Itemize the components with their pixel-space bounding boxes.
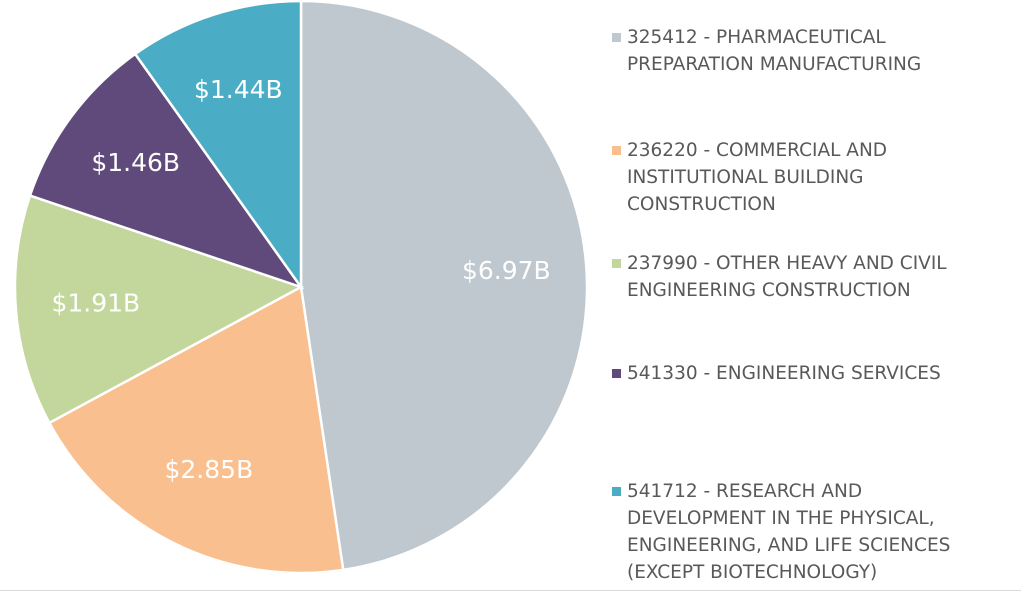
pie-slice [47, 285, 345, 575]
legend-label: 541330 - ENGINEERING SERVICES [627, 363, 941, 384]
legend-label: 237990 - OTHER HEAVY AND CIVIL ENGINEERI… [627, 253, 947, 301]
slice-label: $2.85B [165, 455, 254, 484]
legend-label: 541712 - RESEARCH AND DEVELOPMENT IN THE… [627, 481, 951, 583]
legend-item: 325412 - PHARMACEUTICAL PREPARATION MANU… [612, 24, 1012, 78]
legend-item: 237990 - OTHER HEAVY AND CIVIL ENGINEERI… [612, 250, 1012, 304]
legend-swatch [612, 146, 621, 155]
divider [0, 590, 1021, 591]
legend-item: 236220 - COMMERCIAL AND INSTITUTIONAL BU… [612, 137, 1012, 218]
slice-label: $1.46B [91, 148, 180, 177]
legend-swatch [612, 33, 621, 42]
legend-label: 236220 - COMMERCIAL AND INSTITUTIONAL BU… [627, 140, 888, 215]
pie-slice [299, 0, 589, 572]
legend-swatch [612, 369, 621, 378]
pie-slice [28, 52, 305, 290]
legend-swatch [612, 259, 621, 268]
slice-label: $6.97B [462, 256, 551, 285]
slice-label: $1.91B [51, 288, 140, 317]
pie-slice [13, 194, 305, 425]
legend-item: 541712 - RESEARCH AND DEVELOPMENT IN THE… [612, 478, 1012, 586]
pie-chart: $6.97B $2.85B $1.91B $1.46B $1.44B [13, 0, 589, 575]
legend-swatch [612, 487, 621, 496]
slice-label: $1.44B [194, 75, 283, 104]
legend-item: 541330 - ENGINEERING SERVICES [612, 360, 1012, 387]
pie-slice [133, 0, 303, 291]
legend-label: 325412 - PHARMACEUTICAL PREPARATION MANU… [627, 27, 922, 75]
